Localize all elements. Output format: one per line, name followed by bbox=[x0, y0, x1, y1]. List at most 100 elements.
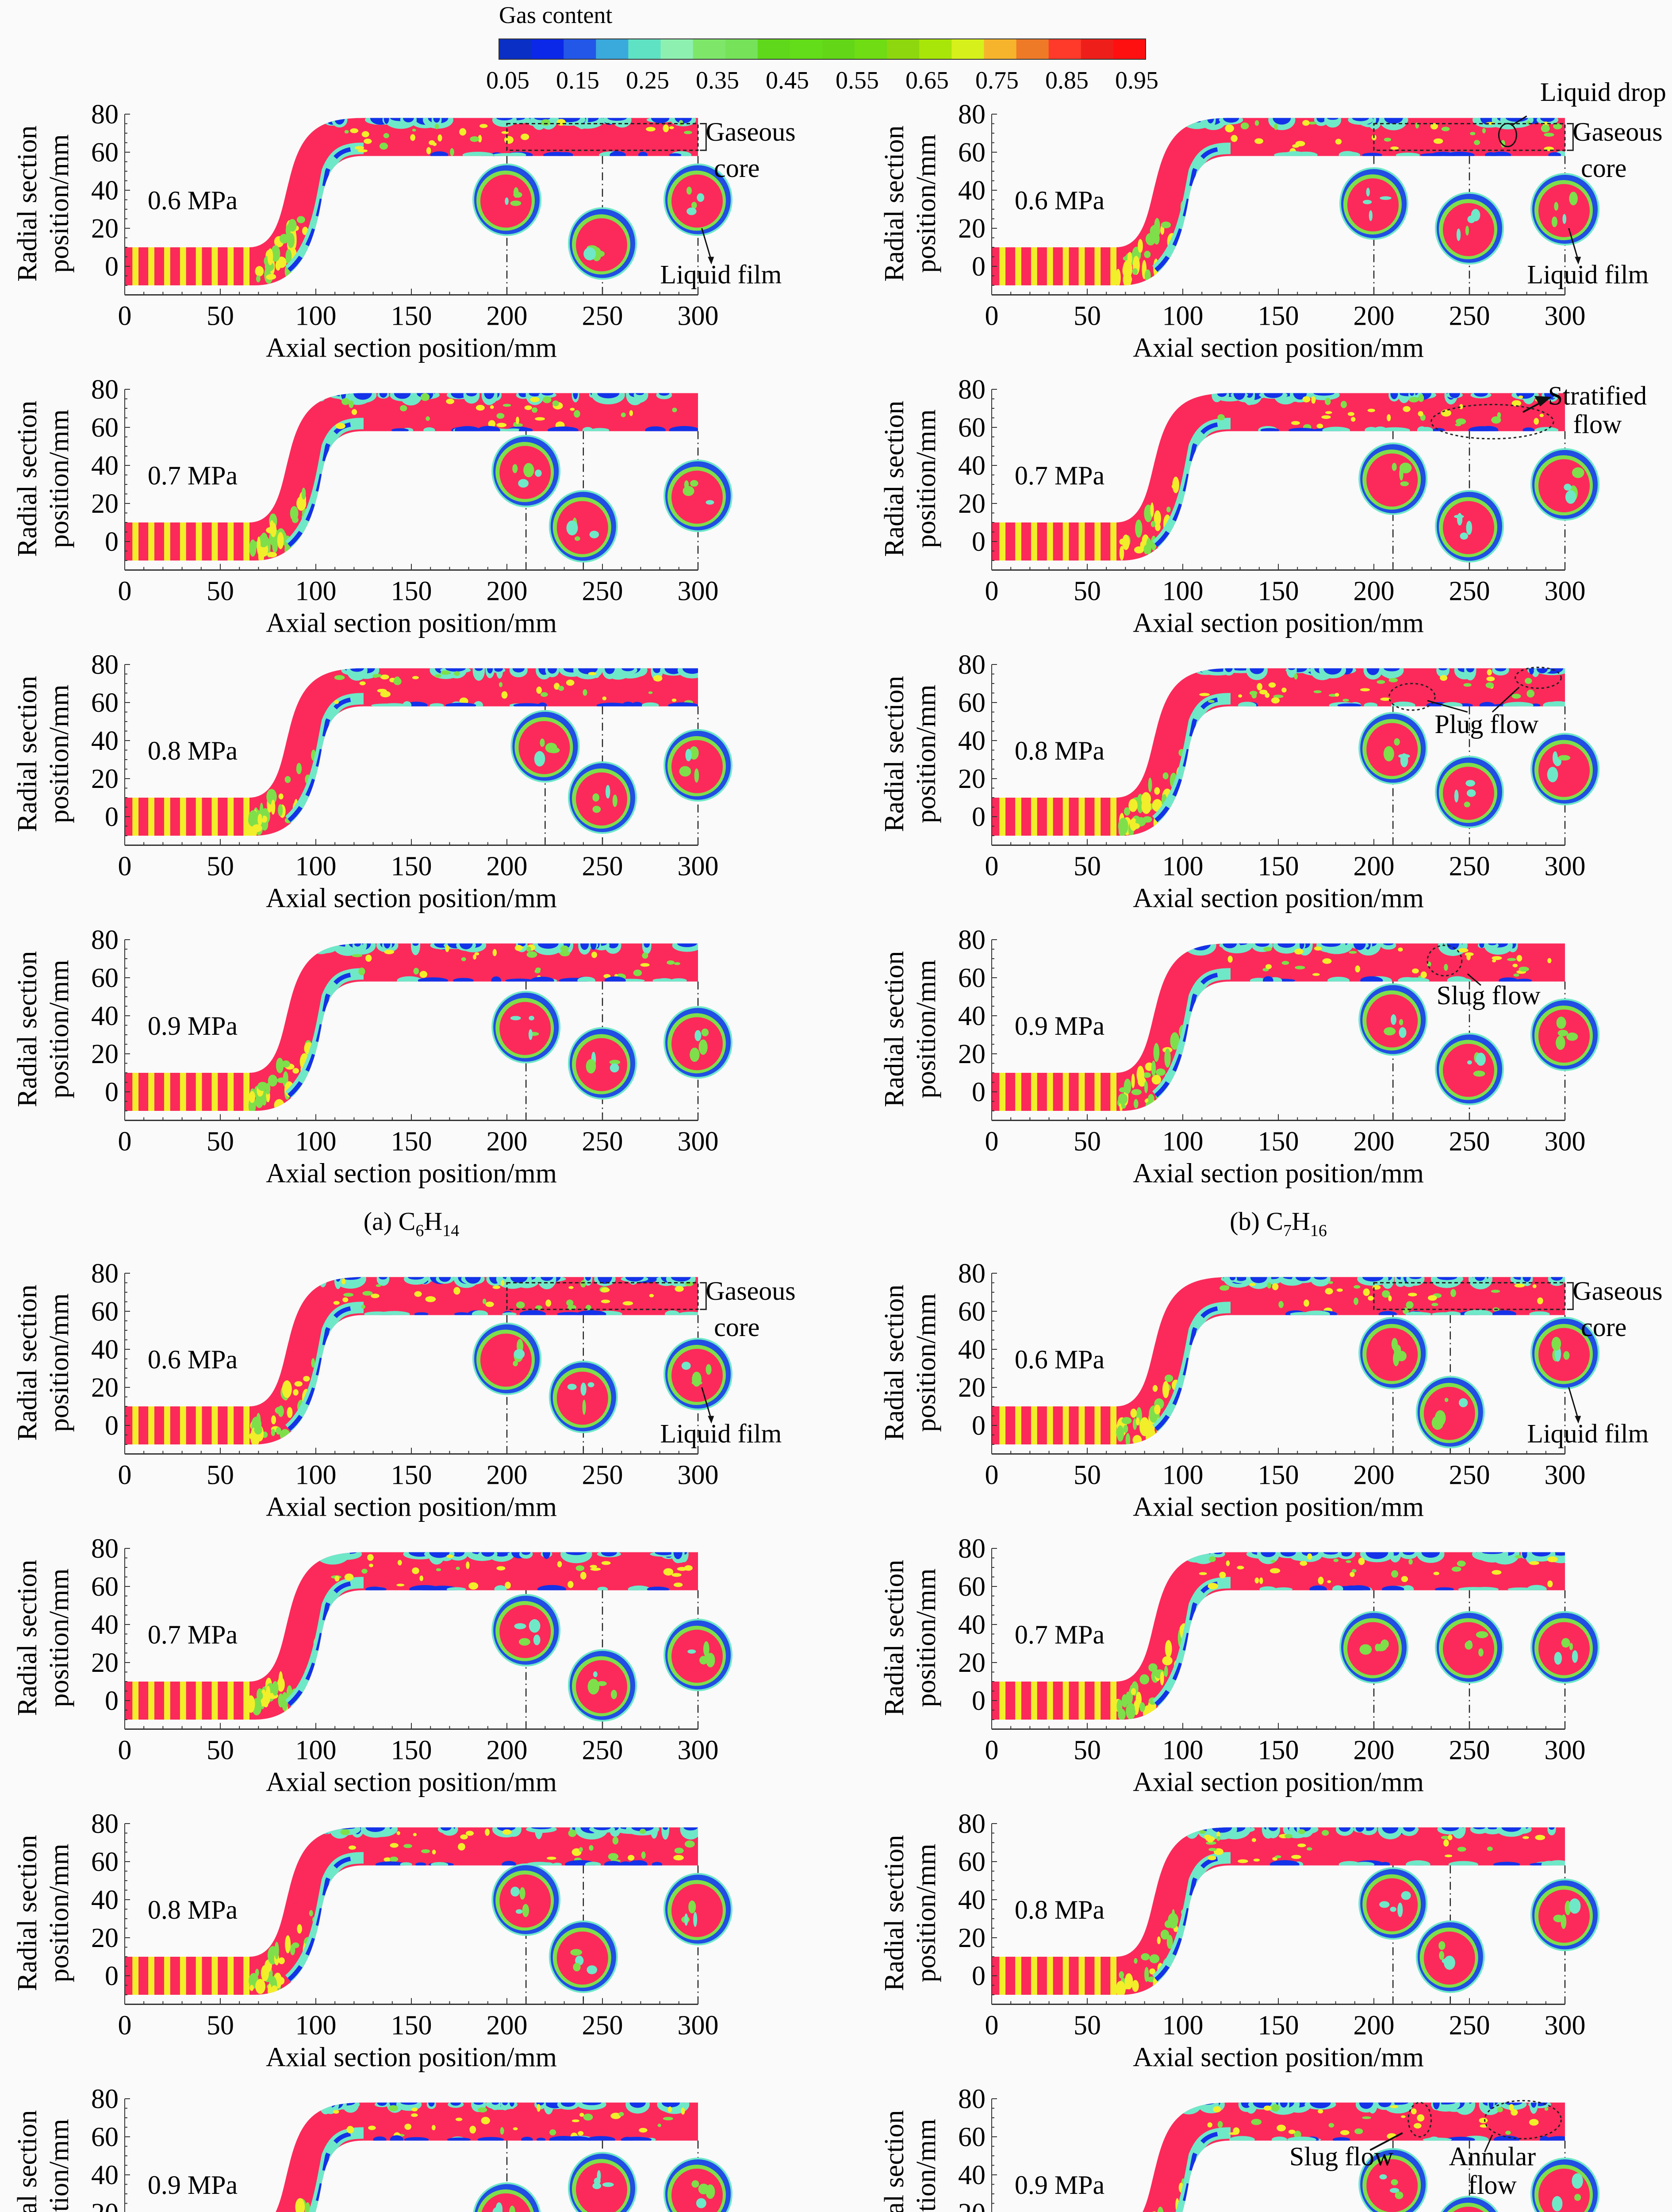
cross-section-inclusion bbox=[609, 1060, 621, 1065]
x-tick-label: 250 bbox=[1449, 2011, 1490, 2041]
gas-pocket bbox=[466, 393, 477, 396]
mixed-blob bbox=[272, 1681, 279, 1696]
gas-pocket bbox=[1383, 943, 1394, 945]
gas-pocket bbox=[450, 2102, 461, 2106]
x-tick-label: 0 bbox=[118, 1736, 132, 1766]
gas-pocket bbox=[1268, 1827, 1278, 1831]
mixed-blob bbox=[1124, 1973, 1133, 1989]
mixed-blob bbox=[293, 273, 302, 285]
plug-region-1 bbox=[1388, 683, 1436, 711]
gas-pocket bbox=[573, 393, 578, 399]
cross-section bbox=[1435, 490, 1504, 563]
y-tick-label: 80 bbox=[958, 1809, 986, 1839]
gas-pocket bbox=[335, 1827, 356, 1829]
legend-tick-label: 0.05 bbox=[486, 67, 529, 94]
y-tick-label: 20 bbox=[958, 1648, 986, 1678]
mixed-blob bbox=[1164, 1375, 1173, 1382]
gas-pocket bbox=[445, 668, 466, 672]
y-tick-label: 60 bbox=[958, 2122, 986, 2152]
inlet-stripe bbox=[243, 798, 250, 836]
bottom-film bbox=[1545, 701, 1565, 710]
core-droplet bbox=[1444, 1854, 1453, 1858]
core-droplet bbox=[1327, 1580, 1331, 1583]
cross-section-inclusion bbox=[1551, 1336, 1561, 1351]
core-droplet bbox=[344, 1573, 354, 1581]
gas-pocket bbox=[433, 118, 440, 123]
bottom-film bbox=[1408, 1311, 1419, 1317]
mixed-blob bbox=[1183, 1090, 1193, 1107]
y-tick-label: 0 bbox=[972, 1077, 986, 1107]
cross-section bbox=[568, 761, 637, 834]
y-tick-label: 40 bbox=[958, 451, 986, 481]
y-axis-title: Radial section bbox=[12, 951, 42, 1107]
core-droplet bbox=[1511, 694, 1521, 699]
pipe-liquid-region bbox=[992, 943, 1565, 1111]
core-droplet bbox=[413, 968, 419, 975]
mixed-blob bbox=[1116, 1426, 1124, 1439]
cross-section bbox=[1415, 1375, 1485, 1448]
annotation-text: Liquid film bbox=[1527, 260, 1649, 289]
cross-section-inclusion bbox=[575, 536, 580, 541]
core-droplet bbox=[1271, 2104, 1280, 2112]
y-tick-label: 60 bbox=[91, 2122, 119, 2152]
bottom-film bbox=[519, 1310, 546, 1318]
bottom-film bbox=[668, 702, 698, 709]
y-tick-label: 60 bbox=[91, 1847, 119, 1877]
core-droplet bbox=[579, 2112, 584, 2117]
cross-section bbox=[1358, 712, 1428, 785]
mixed-blob bbox=[267, 248, 273, 265]
mixed-blob bbox=[1130, 1408, 1137, 1418]
gas-pocket bbox=[1475, 1277, 1485, 1281]
core-droplet bbox=[1304, 1299, 1309, 1307]
core-droplet bbox=[1430, 123, 1438, 130]
bottom-film bbox=[1259, 1586, 1277, 1593]
bottom-film bbox=[586, 2136, 616, 2143]
core-droplet bbox=[1350, 1571, 1355, 1577]
mixed-blob bbox=[1191, 530, 1197, 545]
bottom-film bbox=[664, 1310, 680, 1318]
mixed-blob bbox=[300, 1701, 311, 1711]
pressure-label: 0.9 MPa bbox=[1015, 2170, 1104, 2200]
core-droplet bbox=[1390, 146, 1399, 150]
core-droplet bbox=[1300, 1561, 1308, 1566]
gas-pocket-edge bbox=[315, 1552, 350, 1565]
cross-section bbox=[1339, 1611, 1408, 1684]
wall-film-blue bbox=[288, 2131, 364, 2212]
gaseous-core-box bbox=[506, 1282, 699, 1310]
cross-section-inclusion bbox=[701, 1028, 709, 1037]
bottom-film bbox=[1343, 1585, 1360, 1594]
core-droplet bbox=[646, 127, 656, 132]
mixed-blob bbox=[1174, 1413, 1180, 1430]
x-tick-label: 300 bbox=[678, 1460, 719, 1490]
y-tick-label: 60 bbox=[958, 1297, 986, 1327]
gas-pocket bbox=[1355, 1827, 1365, 1832]
core-droplet bbox=[1417, 2114, 1425, 2122]
cross-section-inclusion bbox=[1466, 789, 1476, 797]
inlet-stripe bbox=[1047, 1073, 1053, 1111]
cross-section-inclusion bbox=[522, 1904, 529, 1917]
inlet-stripe bbox=[1062, 1682, 1069, 1720]
x-tick-label: 100 bbox=[1162, 576, 1204, 607]
mixed-blob bbox=[1119, 538, 1125, 545]
x-tick-label: 0 bbox=[118, 301, 132, 331]
gas-pocket bbox=[671, 1277, 691, 1282]
gas-pocket bbox=[321, 1552, 345, 1555]
gas-pocket-edge bbox=[311, 943, 322, 952]
core-droplet bbox=[383, 1857, 391, 1862]
gas-pocket bbox=[531, 1827, 552, 1829]
cross-section-inclusion bbox=[699, 1656, 708, 1665]
core-droplet bbox=[1547, 1580, 1553, 1587]
cross-section-inclusion bbox=[684, 480, 689, 489]
core-droplet bbox=[334, 700, 339, 704]
core-droplet bbox=[465, 1831, 474, 1836]
mixed-blob bbox=[1189, 260, 1193, 278]
annotation-text: core bbox=[714, 1313, 759, 1342]
annotation-text: Slug flow bbox=[1437, 981, 1541, 1010]
formula-subscript: 7 bbox=[1283, 1221, 1292, 1240]
mixed-blob bbox=[1152, 1385, 1158, 1392]
inlet-stripe bbox=[1031, 1073, 1037, 1111]
